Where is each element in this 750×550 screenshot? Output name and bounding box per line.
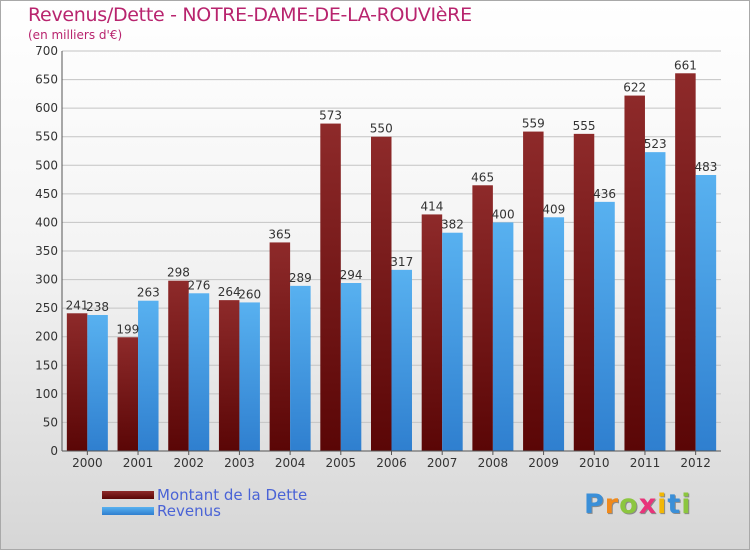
data-label-revenus: 294 (340, 268, 363, 282)
bar-revenus (138, 300, 159, 451)
x-tick-label: 2001 (123, 456, 154, 470)
y-tick-label: 650 (35, 73, 58, 87)
data-label-revenus: 276 (188, 278, 211, 292)
bar-dette (320, 123, 341, 452)
data-label-revenus: 382 (441, 218, 464, 232)
x-tick-label: 2006 (376, 456, 407, 470)
bar-dette (371, 136, 392, 451)
data-label-dette: 199 (116, 322, 139, 336)
bar-revenus (594, 201, 615, 451)
y-tick-label: 0 (50, 444, 58, 458)
data-label-dette: 555 (573, 119, 596, 133)
bar-revenus (695, 175, 717, 451)
logo-letter: x (638, 489, 658, 520)
x-tick-label: 2000 (72, 456, 103, 470)
data-label-dette: 465 (471, 170, 494, 184)
y-tick-label: 700 (35, 44, 58, 58)
data-label-revenus: 289 (289, 271, 312, 285)
y-tick-label: 500 (35, 158, 58, 172)
x-tick-label: 2008 (478, 456, 509, 470)
logo-letter: P (584, 489, 605, 520)
data-label-dette: 622 (623, 81, 646, 95)
bar-revenus (543, 217, 565, 451)
x-tick-label: 2003 (224, 456, 255, 470)
legend-swatch-revenus (102, 507, 154, 515)
x-tick-label: 2012 (680, 456, 711, 470)
bar-dette (523, 131, 544, 452)
legend-item-dette: Montant de la Dette (102, 487, 307, 503)
y-tick-label: 50 (43, 415, 58, 429)
logo-letter: r (604, 489, 620, 520)
bar-dette (675, 73, 696, 452)
bar-revenus (87, 315, 108, 451)
bar-dette (117, 337, 139, 451)
legend-label-dette: Montant de la Dette (157, 486, 308, 504)
data-label-revenus: 263 (137, 286, 160, 300)
bar-dette (573, 133, 595, 451)
logo-letter: i (657, 489, 668, 520)
logo-letter: i (681, 489, 692, 520)
bar-revenus (492, 222, 514, 451)
data-label-revenus: 436 (593, 187, 616, 201)
bar-revenus (239, 302, 260, 451)
logo-letter: t (667, 489, 682, 520)
x-tick-label: 2004 (275, 456, 306, 470)
x-tick-label: 2005 (326, 456, 357, 470)
legend-swatch-dette (102, 491, 154, 499)
proxiti-logo: Proxiti (584, 489, 692, 520)
legend-label-revenus: Revenus (157, 502, 221, 520)
y-tick-label: 450 (35, 187, 58, 201)
chart-legend: Montant de la Dette Revenus (102, 487, 307, 519)
data-label-revenus: 409 (542, 202, 565, 216)
y-tick-label: 600 (35, 101, 58, 115)
x-tick-label: 2007 (427, 456, 458, 470)
data-label-dette: 241 (66, 298, 89, 312)
y-tick-label: 300 (35, 273, 58, 287)
bar-revenus (391, 269, 412, 451)
data-label-dette: 573 (319, 109, 342, 123)
bar-dette (168, 280, 189, 451)
y-tick-label: 200 (35, 330, 58, 344)
data-label-dette: 264 (218, 285, 241, 299)
x-tick-label: 2011 (630, 456, 661, 470)
data-label-dette: 661 (674, 58, 697, 72)
logo-letter: o (619, 489, 639, 520)
chart-title: Revenus/Dette - NOTRE-DAME-DE-LA-ROUVIèR… (28, 4, 472, 26)
bar-dette (269, 242, 291, 451)
bar-dette (624, 95, 645, 452)
data-label-revenus: 238 (86, 300, 109, 314)
y-tick-label: 550 (35, 130, 58, 144)
data-label-dette: 550 (370, 122, 393, 136)
bar-revenus (188, 293, 210, 451)
bar-revenus (290, 285, 311, 451)
bar-revenus (644, 152, 666, 451)
bar-revenus (340, 283, 362, 451)
bar-dette (421, 214, 443, 451)
bar-dette (66, 313, 88, 451)
y-tick-label: 100 (35, 387, 58, 401)
legend-item-revenus: Revenus (102, 503, 307, 519)
y-tick-label: 150 (35, 358, 58, 372)
data-label-revenus: 317 (390, 255, 413, 269)
bar-dette (472, 185, 493, 452)
data-label-dette: 298 (167, 266, 190, 280)
bar-dette (218, 300, 240, 451)
data-label-dette: 414 (420, 199, 443, 213)
y-tick-label: 250 (35, 301, 58, 315)
data-label-dette: 559 (522, 117, 545, 131)
data-label-revenus: 260 (238, 287, 261, 301)
x-tick-label: 2010 (579, 456, 610, 470)
bar-revenus (442, 232, 463, 451)
chart-subtitle: (en milliers d'€) (28, 28, 123, 42)
data-label-revenus: 523 (644, 137, 667, 151)
y-tick-label: 350 (35, 244, 58, 258)
x-tick-label: 2009 (528, 456, 559, 470)
x-tick-label: 2002 (173, 456, 204, 470)
data-label-revenus: 400 (492, 207, 515, 221)
data-label-revenus: 483 (694, 160, 717, 174)
y-tick-label: 400 (35, 215, 58, 229)
data-label-dette: 365 (268, 227, 291, 241)
